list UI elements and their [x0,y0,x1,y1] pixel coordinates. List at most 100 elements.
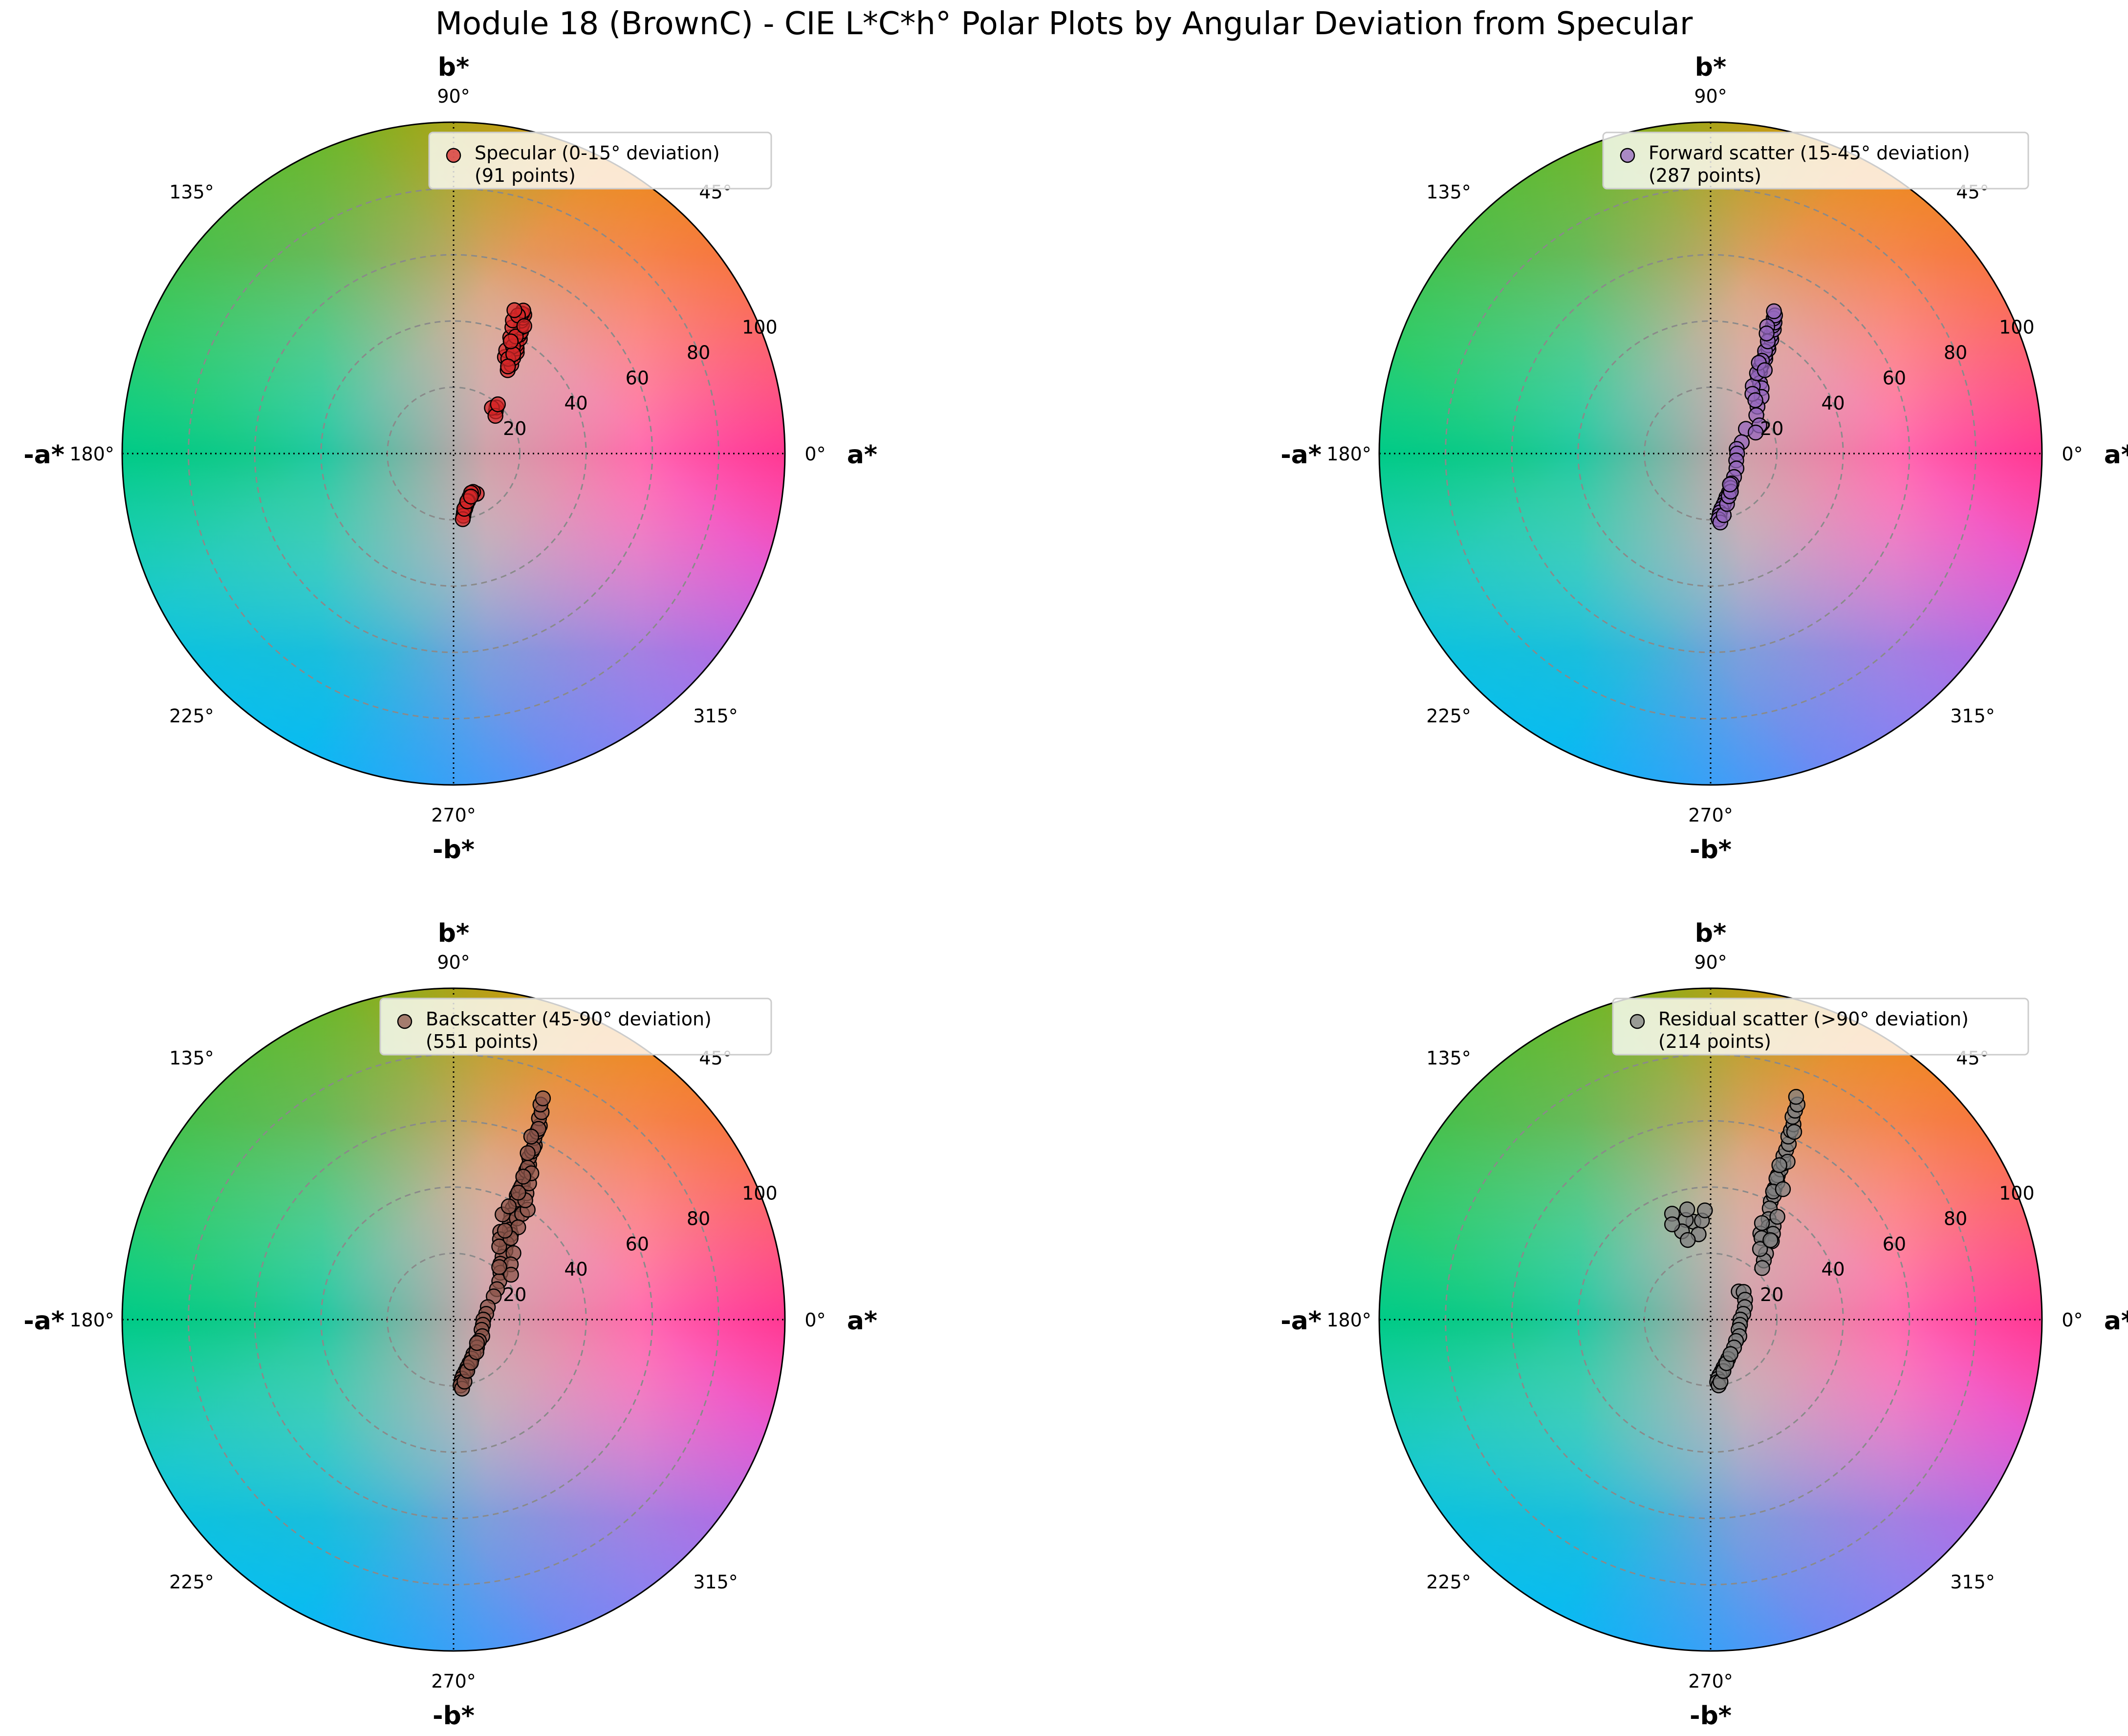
legend-label: Backscatter (45-90° deviation) [426,1008,712,1030]
data-point [491,1238,507,1255]
data-point [506,302,522,318]
legend-marker [1629,1014,1645,1029]
radial-tick-label: 100 [742,317,778,338]
b-axis-label: b* [438,53,469,82]
data-point [1664,1216,1680,1233]
data-point [1680,1232,1696,1248]
angle-tick-label: 315° [1950,1571,1995,1593]
color-wheel-layer [122,988,785,1651]
data-point [510,1184,526,1201]
radial-tick-label: 80 [1944,342,1967,363]
radial-tick-label: 60 [1883,1233,1906,1255]
data-point [1766,303,1782,320]
radial-tick-label: 20 [1760,418,1783,439]
legend-marker [397,1014,413,1029]
color-wheel-layer [122,122,785,785]
angle-tick-label: 90° [1694,952,1727,973]
b-axis-label: b* [1695,919,1726,948]
radial-tick-label: 80 [1944,1208,1967,1229]
polar-plot-1: 204060801000°45°90°135°180°225°270°315°a… [23,53,877,865]
legend-label: Specular (0-15° deviation) [475,142,720,164]
data-point [1722,1346,1738,1362]
angle-tick-label: 225° [169,1571,214,1593]
data-point [490,396,506,412]
legend-marker [1620,148,1635,163]
radial-tick-label: 100 [1999,317,2035,338]
data-point [1722,476,1738,493]
radial-tick-label: 60 [626,367,649,389]
legend-count: (91 points) [475,165,576,186]
data-point [1775,1181,1791,1197]
angle-tick-label: 315° [1950,705,1995,727]
radial-tick-label: 40 [564,392,587,414]
legend-label: Residual scatter (>90° deviation) [1658,1008,1969,1030]
data-point [1788,1089,1804,1105]
data-point [1754,1215,1770,1231]
neg-b-axis-label: -b* [1690,1701,1732,1731]
polar-plot-4: 204060801000°45°90°135°180°225°270°315°a… [1281,919,2128,1731]
legend-box [1602,131,2029,190]
color-wheel-layer [1379,122,2042,785]
polar-frame [121,987,786,1652]
angle-tick-label: 270° [1688,1671,1733,1692]
neg-a-axis-label: -a* [23,440,65,470]
radial-tick-label: 80 [687,1208,710,1229]
data-point [1762,1232,1779,1248]
polar-plot-3: 204060801000°45°90°135°180°225°270°315°a… [23,919,877,1731]
radial-tick-label: 100 [1999,1183,2035,1204]
b-axis-label: b* [1695,53,1726,82]
legend-box [428,131,772,190]
legend-box [1612,998,2029,1056]
angle-tick-label: 225° [1426,705,1471,727]
neg-a-axis-label: -a* [1281,1306,1322,1336]
radial-tick-label: 40 [564,1259,587,1280]
legend-box [379,998,772,1056]
data-point [1752,1241,1768,1257]
angle-tick-label: 135° [1426,181,1471,203]
radial-tick-label: 20 [1760,1284,1783,1305]
radial-grid-circle [1577,1186,1844,1453]
neg-b-axis-label: -b* [433,835,475,865]
radial-tick-label: 100 [742,1183,778,1204]
data-point [1747,424,1764,441]
radial-tick-label: 80 [687,342,710,363]
data-point [1697,1202,1713,1218]
polar-frame [121,121,786,786]
radial-tick-label: 20 [503,418,526,439]
neg-b-axis-label: -b* [433,1701,475,1731]
data-point [500,358,516,375]
angle-tick-label: 225° [169,705,214,727]
legend-count: (214 points) [1658,1031,1771,1052]
radial-tick-label: 60 [1883,367,1906,389]
neg-a-axis-label: -a* [1281,440,1322,470]
angle-tick-label: 180° [1326,1309,1371,1331]
data-point [1786,1124,1802,1140]
radial-tick-label: 60 [626,1233,649,1255]
data-point [1759,325,1775,342]
angle-tick-label: 270° [431,1671,476,1692]
radial-grid-circle [1577,320,1844,587]
data-point [1771,1157,1787,1173]
legend-marker [446,148,461,163]
angle-tick-label: 0° [2062,443,2083,465]
a-axis-label: a* [847,440,877,470]
data-point [535,1090,551,1107]
a-axis-label: a* [2104,1306,2128,1336]
radial-grid-circle [320,1186,587,1453]
angle-tick-label: 0° [2062,1309,2083,1331]
data-point [1747,392,1763,409]
angle-tick-label: 135° [1426,1047,1471,1069]
polar-frame [1378,121,2043,786]
legend-count: (551 points) [426,1031,539,1052]
figure-title: Module 18 (BrownC) - CIE L*C*h° Polar Pl… [435,6,1693,42]
angle-tick-label: 180° [69,443,114,465]
data-point [520,1145,536,1161]
a-axis-label: a* [2104,440,2128,470]
neg-a-axis-label: -a* [23,1306,65,1336]
angle-tick-label: 0° [804,443,825,465]
data-point [502,333,519,349]
data-point [503,1266,519,1283]
angle-tick-label: 225° [1426,1571,1471,1593]
legend-count: (287 points) [1649,165,1761,186]
